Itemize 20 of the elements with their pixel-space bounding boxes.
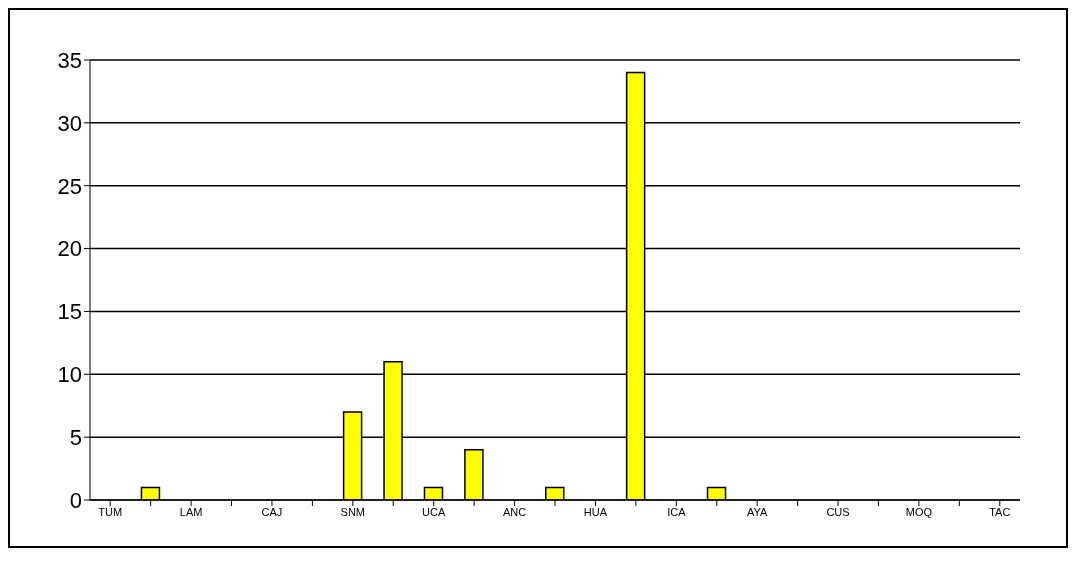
x-tick-label: HUA bbox=[583, 505, 608, 518]
y-tick-label: 25 bbox=[57, 173, 82, 199]
x-tick-label: TUM bbox=[98, 505, 123, 518]
x-tick-label: CAJ bbox=[261, 505, 283, 518]
y-tick-label: 20 bbox=[57, 236, 82, 262]
y-tick-label: 0 bbox=[69, 487, 82, 513]
y-tick-label: 35 bbox=[57, 47, 82, 73]
x-tick-label: CUS bbox=[826, 505, 850, 518]
x-tick-label: MOQ bbox=[905, 505, 933, 518]
x-tick-label: ICA bbox=[667, 505, 687, 518]
x-tick-label: TAC bbox=[989, 505, 1011, 518]
x-tick-label: ANC bbox=[502, 505, 527, 518]
x-tick-label: UCA bbox=[422, 505, 446, 518]
x-tick-label: LAM bbox=[179, 505, 203, 518]
y-tick-label: 10 bbox=[57, 362, 82, 388]
y-tick-label: 15 bbox=[57, 299, 82, 325]
y-tick-label: 30 bbox=[57, 110, 82, 136]
y-tick-label: 5 bbox=[69, 424, 82, 450]
x-tick-label: AYA bbox=[746, 505, 769, 518]
x-tick-label: SNM bbox=[340, 505, 366, 518]
